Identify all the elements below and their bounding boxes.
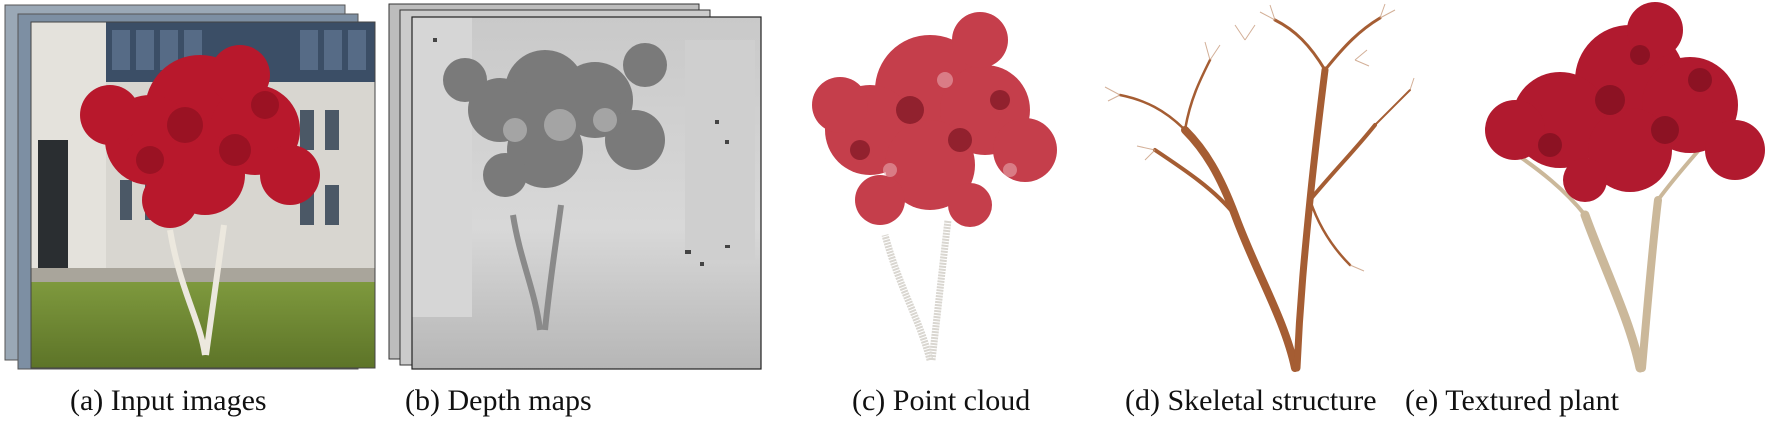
- caption-depth-maps: (b) Depth maps: [405, 384, 592, 417]
- skeleton-tree: [1104, 3, 1415, 372]
- panel-depth-maps: (b) Depth maps: [385, 0, 765, 417]
- caption-skeletal-structure: (d) Skeletal structure: [1125, 384, 1377, 417]
- panel-textured-plant: (e) Textured plant: [1405, 0, 1770, 417]
- textured-plant-tree: [1485, 2, 1765, 373]
- caption-point-cloud: (c) Point cloud: [852, 384, 1031, 417]
- panel-input-images: (a) Input images: [0, 0, 380, 417]
- depth-maps-stack: [388, 3, 762, 370]
- point-cloud-tree: [812, 12, 1057, 361]
- input-image-front: [30, 21, 376, 369]
- caption-textured-plant: (e) Textured plant: [1405, 384, 1619, 417]
- panel-skeletal-structure: (d) Skeletal structure: [1095, 0, 1415, 417]
- caption-input-images: (a) Input images: [70, 384, 267, 417]
- depth-map-front: [411, 16, 762, 370]
- panel-point-cloud: (c) Point cloud: [770, 0, 1090, 417]
- input-images-stack: [4, 4, 376, 370]
